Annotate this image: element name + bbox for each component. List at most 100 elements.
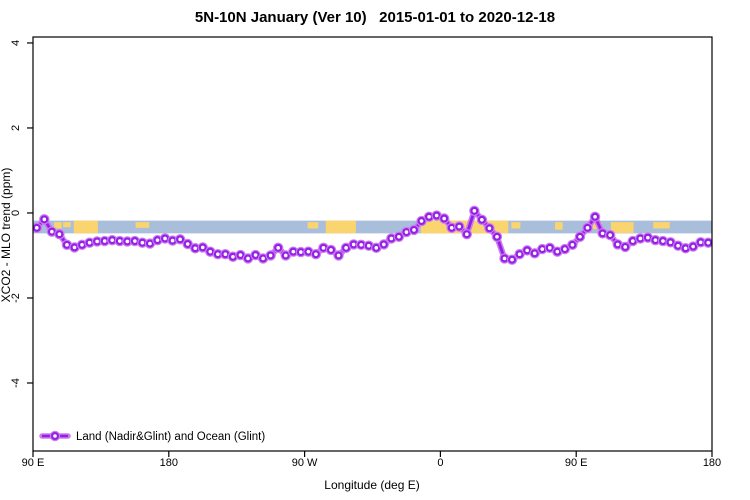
data-point-center [231,254,235,259]
data-point-center [525,248,529,253]
data-point-center [404,230,409,234]
land-band-segment [610,222,634,233]
data-point-center [344,246,348,250]
data-point-center [110,238,115,242]
data-point-center [630,239,635,243]
data-point-center [555,249,560,254]
data-series-layer [33,205,712,265]
data-point-center [487,226,492,231]
data-point-center [148,241,152,246]
data-point-center [246,256,250,261]
land-band-segment [555,222,563,230]
data-point-center [351,242,356,247]
data-point-center [163,236,167,241]
data-point-center [34,226,39,230]
data-point-center [382,242,386,247]
data-point-center [57,232,62,237]
data-point-center [517,252,522,257]
x-tick-label: 0 [437,457,443,469]
y-axis-label: XCO2 - MLO trend (ppm) [0,168,13,303]
data-point-center [472,209,477,213]
data-point-center [95,239,99,244]
data-point-center [600,231,605,236]
data-point-center [268,253,273,258]
data-point-center [321,246,326,250]
legend-label: Land (Nadir&Glint) and Ocean (Glint) [76,431,265,443]
x-tick-label: 180 [160,457,178,469]
data-point-center [434,213,439,218]
data-point-center [102,239,107,243]
land-band-segment [54,222,62,229]
data-point-center [691,244,695,249]
data-point-center [412,228,416,232]
data-point-center [683,246,688,251]
data-point-center [336,253,341,258]
data-point-center [623,245,628,249]
data-point-center [540,247,545,251]
data-point-center [615,242,620,247]
data-point-center [563,247,567,251]
data-point-center [427,214,431,219]
y-tick-label: 2 [10,125,22,131]
data-point-center [495,234,499,239]
x-tick-label: 90 E [22,457,45,469]
data-point-center [593,214,597,219]
data-point-center [578,234,582,239]
data-point-center [706,240,711,245]
data-point-center [502,256,507,261]
x-axis-label: Longitude (deg E) [324,478,419,492]
land-band-segment [653,222,670,229]
data-point-center [261,256,265,261]
data-point-center [125,239,130,244]
land-band-segment [511,222,521,229]
land-band-segment [135,222,150,228]
data-point-center [238,253,243,257]
data-point-center [676,243,680,248]
data-point-center [449,226,454,230]
data-point-center [329,248,333,252]
data-point-center [140,240,145,245]
data-point-center [397,234,401,239]
data-point-center [480,217,484,222]
data-point-center [457,224,462,229]
data-point-center [314,252,318,257]
data-point-center [65,243,69,247]
data-point-center [389,236,394,241]
land-band-segment [307,222,319,229]
data-point-center [72,245,77,250]
chart-title: 5N-10N January (Ver 10) 2015-01-01 to 20… [195,9,555,26]
data-point-center [359,243,363,247]
data-point-center [117,239,122,243]
data-point-center [42,217,47,222]
data-point-center [585,226,590,230]
y-tick-label: 0 [10,210,22,216]
data-point-center [366,243,371,248]
data-point-center [299,250,303,254]
land-band-segment [73,220,98,234]
legend: Land (Nadir&Glint) and Ocean (Glint) [39,430,265,443]
data-point-center [133,239,137,243]
data-point-center [208,249,213,254]
legend-series-marker-icon [39,430,71,442]
data-point-center [50,229,54,234]
data-point-center [510,257,514,262]
data-point-center [253,253,258,257]
data-point-center [87,240,92,245]
data-point-center [276,246,280,250]
data-point-center [661,239,665,243]
y-tick-label: -4 [10,378,22,388]
legend-point-center [53,434,57,438]
x-tick-label: 180 [703,457,721,469]
data-point-center [178,237,182,242]
data-point-center [646,235,650,240]
data-point-center [170,238,175,243]
plot-border [32,36,713,452]
ocean-land-band [33,220,712,234]
data-point-center [419,219,424,223]
data-point-center [283,253,288,258]
data-point-center [442,216,446,221]
data-point-center [547,246,552,250]
data-point-center [291,249,296,254]
